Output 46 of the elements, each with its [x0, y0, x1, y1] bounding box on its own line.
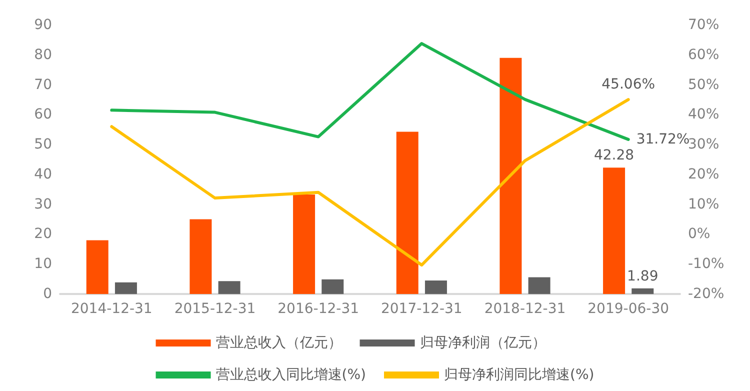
y-tick-label: 90	[34, 17, 52, 33]
bar	[528, 277, 550, 294]
data-label: 31.72%	[636, 131, 690, 148]
x-tick-label: 2017-12-31	[380, 301, 462, 317]
x-tick-label: 2014-12-31	[70, 301, 152, 317]
y2-tick-label: 20%	[688, 166, 720, 182]
y2-tick-label: 60%	[688, 46, 720, 63]
y-tick-label: 60	[34, 106, 52, 123]
y2-tick-label: -20%	[688, 286, 724, 302]
bar	[632, 288, 654, 294]
y-tick-label: 80	[34, 46, 52, 63]
legend-label: 营业总收入同比增速(%)	[216, 367, 366, 383]
bar	[500, 58, 522, 294]
bar	[424, 280, 447, 294]
y2-tick-label: 10%	[688, 196, 720, 212]
bar	[603, 168, 626, 294]
y-tick-label: 30	[34, 196, 52, 212]
x-tick-label: 2015-12-31	[174, 301, 256, 317]
bar	[86, 240, 108, 294]
y-tick-label: 40	[34, 166, 52, 182]
legend-label: 营业总收入（亿元）	[216, 335, 342, 351]
y-tick-label: 0	[43, 286, 52, 302]
x-tick-label: 2018-12-31	[484, 301, 566, 317]
legend-label: 归母净利润同比增速(%)	[444, 367, 594, 383]
y-tick-label: 10	[34, 256, 52, 272]
y2-tick-label: 30%	[688, 136, 720, 153]
data-label: 1.89	[627, 268, 658, 284]
y2-tick-label: 0%	[688, 226, 710, 242]
y2-tick-label: 40%	[688, 106, 720, 123]
bar	[322, 279, 344, 294]
x-tick-label: 2019-06-30	[588, 301, 670, 317]
y-tick-label: 50	[34, 136, 52, 153]
bar	[396, 132, 418, 294]
y2-tick-label: -10%	[688, 256, 724, 272]
y-tick-label: 20	[34, 226, 52, 242]
y-tick-label: 70	[34, 76, 52, 93]
bar	[293, 194, 316, 294]
legend-label: 归母净利润（亿元）	[420, 335, 546, 351]
x-tick-label: 2016-12-31	[278, 301, 360, 317]
data-label: 45.06%	[602, 76, 656, 93]
bar	[218, 281, 240, 294]
y2-tick-label: 50%	[688, 76, 720, 93]
bar	[190, 219, 212, 294]
y2-tick-label: 70%	[688, 17, 720, 33]
data-label: 42.28	[594, 148, 634, 164]
bar	[114, 282, 137, 294]
